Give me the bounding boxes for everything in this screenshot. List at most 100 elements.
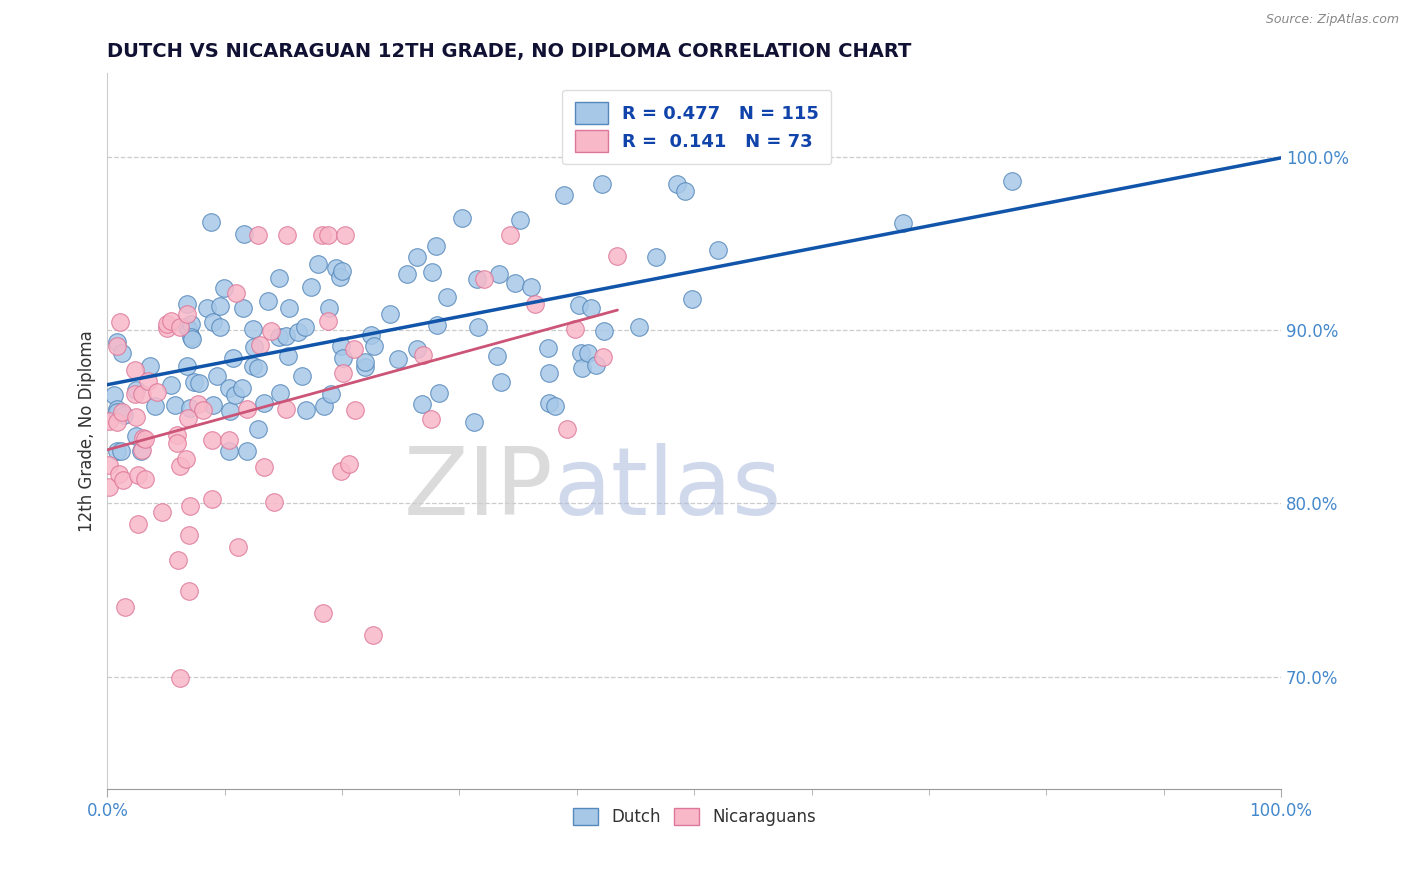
Point: [169, 320, 191, 334]
Legend: Dutch, Nicaraguans: Dutch, Nicaraguans: [564, 800, 824, 835]
Point: [316, 227, 339, 242]
Point: [276, 227, 298, 242]
Point: [571, 360, 593, 375]
Point: [180, 317, 202, 331]
Point: [344, 403, 367, 417]
Point: [277, 349, 299, 363]
Point: [294, 319, 316, 334]
Point: [219, 404, 242, 418]
Point: [467, 319, 489, 334]
Point: [156, 320, 179, 334]
Point: [124, 363, 146, 377]
Point: [111, 405, 134, 419]
Point: [706, 243, 728, 257]
Point: [224, 387, 246, 401]
Point: [249, 337, 271, 351]
Point: [200, 215, 222, 229]
Point: [246, 360, 269, 375]
Point: [179, 401, 201, 415]
Point: [606, 249, 628, 263]
Point: [569, 345, 592, 359]
Point: [201, 398, 224, 412]
Point: [231, 381, 253, 395]
Point: [188, 376, 211, 390]
Point: [242, 359, 264, 374]
Point: [105, 415, 128, 429]
Point: [472, 272, 495, 286]
Point: [503, 276, 526, 290]
Point: [360, 328, 382, 343]
Point: [105, 334, 128, 349]
Point: [125, 429, 148, 443]
Point: [208, 299, 231, 313]
Point: [202, 315, 225, 329]
Point: [523, 297, 546, 311]
Text: Source: ZipAtlas.com: Source: ZipAtlas.com: [1265, 13, 1399, 27]
Point: [354, 355, 377, 369]
Text: ZIP: ZIP: [404, 442, 554, 534]
Point: [169, 671, 191, 685]
Point: [263, 494, 285, 508]
Point: [165, 398, 187, 412]
Point: [138, 374, 160, 388]
Point: [108, 467, 131, 481]
Point: [267, 330, 290, 344]
Point: [146, 385, 169, 400]
Point: [105, 401, 128, 416]
Point: [236, 401, 259, 416]
Point: [311, 227, 333, 242]
Point: [187, 397, 209, 411]
Point: [97, 414, 120, 428]
Point: [295, 402, 318, 417]
Point: [488, 267, 510, 281]
Point: [105, 339, 128, 353]
Point: [332, 351, 354, 365]
Point: [576, 346, 599, 360]
Point: [427, 385, 450, 400]
Point: [592, 350, 614, 364]
Y-axis label: 12th Grade, No Diploma: 12th Grade, No Diploma: [79, 330, 96, 533]
Point: [98, 458, 121, 472]
Point: [112, 473, 135, 487]
Point: [177, 528, 200, 542]
Point: [139, 359, 162, 374]
Point: [176, 452, 198, 467]
Point: [557, 422, 579, 436]
Text: DUTCH VS NICARAGUAN 12TH GRADE, NO DIPLOMA CORRELATION CHART: DUTCH VS NICARAGUAN 12TH GRADE, NO DIPLO…: [107, 42, 911, 61]
Point: [125, 409, 148, 424]
Point: [387, 352, 409, 367]
Point: [499, 227, 522, 242]
Point: [160, 377, 183, 392]
Point: [269, 386, 291, 401]
Point: [131, 442, 153, 457]
Point: [579, 301, 602, 315]
Point: [405, 342, 427, 356]
Point: [363, 338, 385, 352]
Point: [274, 401, 297, 416]
Point: [645, 250, 668, 264]
Point: [666, 178, 689, 192]
Point: [132, 431, 155, 445]
Point: [307, 257, 329, 271]
Point: [176, 359, 198, 373]
Point: [111, 346, 134, 360]
Point: [274, 329, 297, 343]
Point: [156, 317, 179, 331]
Point: [321, 386, 343, 401]
Point: [354, 359, 377, 374]
Point: [177, 411, 200, 425]
Point: [197, 301, 219, 315]
Point: [291, 369, 314, 384]
Point: [131, 387, 153, 401]
Point: [312, 400, 335, 414]
Point: [343, 342, 366, 356]
Point: [127, 516, 149, 531]
Point: [485, 349, 508, 363]
Point: [411, 397, 433, 411]
Point: [332, 366, 354, 380]
Point: [593, 324, 616, 338]
Point: [537, 396, 560, 410]
Point: [201, 433, 224, 447]
Point: [568, 298, 591, 312]
Point: [465, 272, 488, 286]
